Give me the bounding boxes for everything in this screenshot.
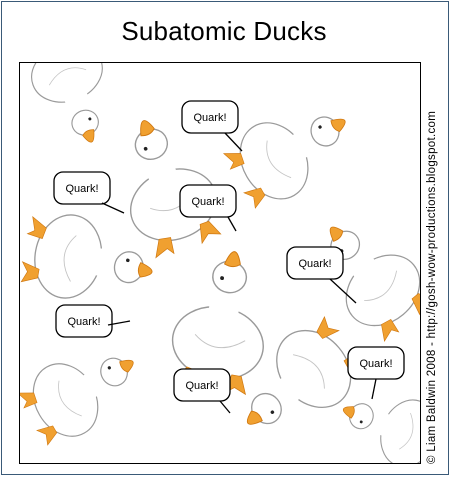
copyright-credit: © Liam Baldwin 2008 - http://gosh-wow-pr… bbox=[426, 110, 438, 464]
duck-top-left bbox=[20, 63, 127, 155]
speech-text-6: Quark! bbox=[185, 380, 218, 392]
speech-bubble-5: Quark! bbox=[55, 304, 131, 338]
speech-bubble-4: Quark! bbox=[286, 246, 357, 304]
speech-text-2: Quark! bbox=[65, 183, 98, 195]
speech-bubble-1: Quark! bbox=[181, 100, 243, 152]
speech-text-3: Quark! bbox=[191, 196, 224, 208]
speech-bubble-7: Quark! bbox=[347, 346, 405, 400]
speech-bubble-6: Quark! bbox=[173, 368, 231, 414]
speech-text-7: Quark! bbox=[359, 358, 392, 370]
speech-text-5: Quark! bbox=[67, 316, 100, 328]
comic-title: Subatomic Ducks bbox=[121, 16, 327, 46]
duck-lower-left bbox=[20, 327, 153, 454]
speech-text-1: Quark! bbox=[193, 112, 226, 124]
comic-panel: Quark! Quark! Quark! Quark! Quark! bbox=[19, 62, 421, 464]
speech-bubble-3: Quark! bbox=[179, 184, 237, 232]
speech-bubble-2: Quark! bbox=[53, 171, 125, 214]
duck-upper-right bbox=[217, 84, 366, 218]
speech-text-4: Quark! bbox=[298, 258, 331, 270]
duck-illustration: Quark! Quark! Quark! Quark! Quark! bbox=[20, 63, 420, 463]
